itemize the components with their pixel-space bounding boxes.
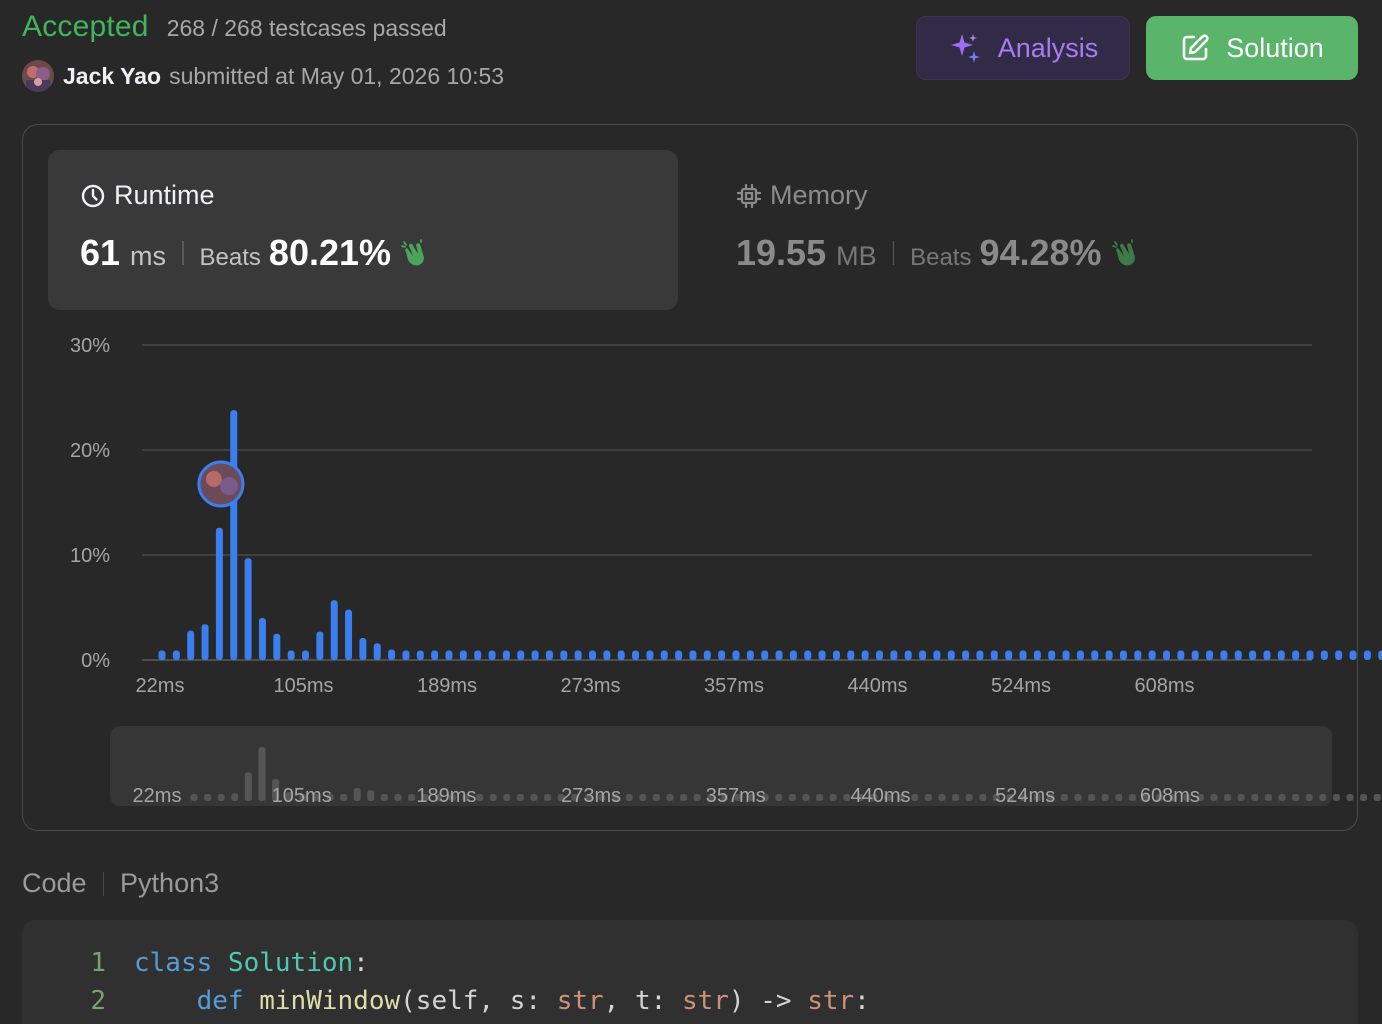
code-token: ) -> — [728, 986, 808, 1016]
chart-bar — [1363, 650, 1371, 660]
line-number: 1 — [90, 948, 106, 978]
code-token: Solution — [227, 948, 354, 978]
clock-icon — [81, 184, 105, 207]
chart-bar — [1378, 650, 1382, 660]
runtime-title: Runtime — [80, 180, 215, 211]
avatar[interactable] — [22, 60, 54, 92]
divider — [182, 241, 184, 265]
code-token: : — [353, 948, 369, 978]
code-block[interactable]: 1 class Solution: 2 def minWindow(self, … — [22, 920, 1358, 1024]
performance-panel — [22, 124, 1358, 831]
memory-beats-label: Beats — [910, 244, 972, 271]
code-token: , t: — [603, 986, 682, 1016]
code-header: Code Python3 — [22, 868, 219, 899]
runtime-title-text: Runtime — [114, 180, 215, 210]
chip-icon — [736, 183, 762, 208]
runtime-metric: 61 ms Beats 80.21% — [80, 232, 429, 274]
runtime-card[interactable]: Runtime 61 ms Beats 80.21% — [48, 150, 678, 310]
code-text: class Solution: — [134, 948, 369, 978]
memory-metric: 19.55 MB Beats 94.28% — [736, 232, 1140, 274]
submission-info: Jack Yao submitted at May 01, 2026 10:53 — [22, 60, 504, 92]
analysis-label: Analysis — [997, 32, 1099, 63]
memory-card[interactable]: Memory 19.55 MB Beats 94.28% — [736, 150, 1336, 310]
edit-icon — [1182, 34, 1209, 61]
solution-label: Solution — [1226, 32, 1324, 63]
testcases-passed: 268 / 268 testcases passed — [166, 15, 447, 41]
code-text: def minWindow(self, s: str, t: str) -> s… — [134, 986, 870, 1016]
code-token: : — [854, 986, 870, 1016]
code-token: class — [134, 948, 228, 978]
mini-bar — [1373, 794, 1381, 801]
memory-value: 19.55 — [736, 232, 827, 273]
divider — [892, 241, 895, 265]
code-token: (self, s: — [400, 986, 557, 1016]
divider — [102, 871, 105, 896]
mini-bar — [1360, 794, 1368, 801]
submitted-time: submitted at May 01, 2026 10:53 — [169, 62, 505, 89]
author-name[interactable]: Jack Yao — [63, 62, 162, 89]
clap-icon — [1111, 239, 1135, 266]
runtime-beats-label: Beats — [199, 244, 261, 271]
clap-icon — [401, 239, 424, 266]
submission-status: Accepted 268 / 268 testcases passed — [22, 10, 447, 44]
code-token: str — [807, 986, 855, 1016]
code-language: Python3 — [120, 868, 220, 898]
analysis-button[interactable]: Analysis — [916, 16, 1130, 80]
code-token: str — [681, 986, 729, 1016]
runtime-unit: ms — [130, 241, 167, 271]
code-token: def — [196, 986, 260, 1016]
memory-title-text: Memory — [770, 180, 868, 210]
accepted-label: Accepted — [22, 10, 149, 43]
solution-button[interactable]: Solution — [1146, 16, 1358, 80]
range-slider[interactable] — [110, 726, 1332, 806]
code-label: Code — [22, 868, 87, 898]
runtime-value: 61 — [80, 232, 121, 273]
code-token: str — [556, 986, 604, 1016]
code-token — [134, 986, 197, 1016]
memory-beats-value: 94.28% — [979, 232, 1102, 273]
code-token: minWindow — [259, 986, 401, 1016]
sparkle-icon — [950, 34, 980, 63]
memory-title: Memory — [736, 180, 868, 211]
line-number: 2 — [90, 986, 106, 1016]
code-line: 2 def minWindow(self, s: str, t: str) ->… — [22, 986, 870, 1016]
code-line: 1 class Solution: — [22, 948, 369, 978]
memory-unit: MB — [836, 241, 877, 271]
runtime-beats-value: 80.21% — [268, 232, 392, 273]
